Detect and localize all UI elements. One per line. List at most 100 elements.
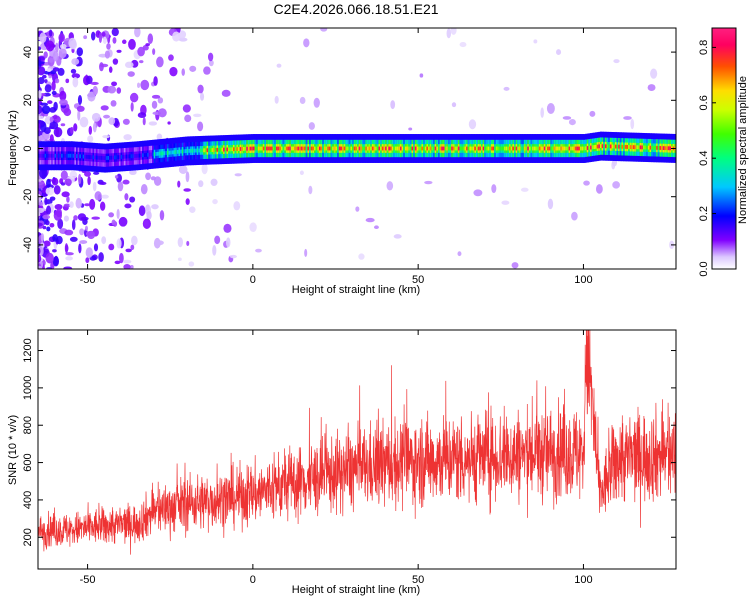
spectral-ridge-segment (634, 145, 637, 150)
colorbar-tick-label: 0.8 (698, 40, 710, 55)
spectral-noise-blob (45, 187, 55, 196)
spectral-noise-blob (42, 74, 47, 79)
spectral-ridge-segment (477, 146, 480, 151)
spectral-ridge-segment (552, 146, 555, 151)
spectral-ridge-segment (188, 148, 191, 153)
y-tick-label: 40 (22, 46, 34, 58)
spectral-noise-blob (45, 252, 54, 264)
spectral-noise-blob (79, 228, 85, 236)
spectral-noise-blob (69, 170, 78, 179)
spectral-ridge-segment (160, 151, 163, 156)
spectral-ridge-segment (586, 146, 589, 150)
spectral-noise-blob (77, 213, 87, 221)
spectral-noise-blob (177, 180, 181, 188)
spectral-noise-blob (59, 99, 68, 106)
spectral-ridge-segment (489, 146, 492, 151)
spectral-noise-blob (199, 92, 205, 101)
spectral-ridge-segment (461, 146, 464, 151)
spectral-ridge-segment (47, 153, 51, 158)
figure-title: C2E4.2026.066.18.51.E21 (273, 1, 438, 17)
spectral-ridge-segment (457, 146, 461, 151)
colorbar-label: Normalized spectral amplitude (737, 76, 749, 224)
spectral-ridge-segment (216, 147, 219, 152)
spectral-noise-blob (38, 181, 45, 186)
spectral-ridge-segment (269, 146, 272, 151)
spectral-ridge-segment (456, 146, 459, 151)
spectral-ridge-segment (90, 155, 94, 160)
spectral-ridge-segment (186, 148, 189, 153)
spectral-noise-blob (54, 42, 59, 54)
spectral-ridge-segment (120, 155, 123, 159)
spectral-ridge-segment (452, 146, 456, 151)
spectral-ridge-segment (624, 144, 627, 149)
snr-series-line (38, 330, 676, 555)
spectral-ridge-segment (176, 149, 180, 154)
spectral-ridge-segment (560, 146, 563, 151)
spectral-noise-blob (38, 184, 44, 189)
spectral-ridge-segment (590, 145, 593, 150)
spectral-noise-blob (116, 87, 122, 94)
spectral-noise-blob (77, 95, 83, 105)
spectral-ridge-segment (290, 146, 294, 151)
spectral-ridge-segment (85, 154, 89, 159)
spectral-noise-blob (150, 176, 156, 181)
spectral-noise-blob (144, 220, 149, 227)
spectral-noise-blob (86, 75, 93, 85)
spectral-ridge-segment (257, 146, 261, 151)
spectral-ridge-segment (523, 146, 527, 151)
spectral-noise-blob (63, 266, 73, 269)
spectral-ridge-segment (654, 145, 657, 150)
spectral-ridge-segment (550, 146, 553, 151)
spectral-ridge-segment (509, 146, 512, 151)
spectral-noise-blob (49, 57, 54, 63)
spectral-ridge-segment (97, 155, 100, 160)
spectral-ridge-segment (575, 146, 578, 151)
spectral-ridge-segment (171, 150, 175, 155)
spectral-ridge-segment (561, 146, 565, 151)
snr-x-label: Height of straight line (km) (292, 584, 420, 596)
spectral-ridge-segment (348, 146, 351, 151)
spectral-noise-blob (155, 240, 164, 246)
spectral-ridge-segment (520, 146, 523, 151)
y-tick-label: 600 (22, 453, 34, 471)
spectral-ridge-segment (540, 146, 543, 151)
spectral-noise-blob (169, 66, 178, 77)
spectral-ridge-segment (633, 145, 636, 150)
spectral-noise-blob (44, 197, 48, 206)
spectral-noise-blob (38, 89, 42, 99)
spectral-ridge-segment (360, 146, 363, 151)
x-tick-label: 50 (412, 574, 424, 586)
spectral-ridge-segment (441, 146, 444, 151)
spectral-ridge-segment (251, 146, 254, 151)
spectral-ridge-segment (242, 146, 246, 151)
spectral-ridge-segment (466, 146, 469, 151)
spectral-noise-blob (116, 208, 120, 220)
spectral-ridge-segment (94, 155, 97, 160)
spectral-ridge-segment (105, 156, 108, 160)
spectral-noise-blob (59, 90, 67, 101)
spectral-ridge-segment (274, 146, 277, 151)
spectral-ridge-segment (87, 155, 90, 159)
spectral-ridge-segment (231, 147, 234, 152)
x-tick-label: 50 (412, 274, 424, 286)
spectral-ridge-segment (568, 146, 571, 151)
spectral-ridge-segment (375, 146, 378, 151)
spectral-ridge-segment (118, 155, 122, 159)
spectral-ridge-segment (611, 144, 614, 149)
spectral-ridge-segment (366, 146, 370, 151)
spectral-noise-blob (178, 37, 188, 42)
spectral-ridge-segment (492, 146, 495, 151)
spectral-noise-blob (223, 223, 232, 233)
spectral-noise-blob (451, 102, 457, 108)
spectral-ridge-segment (89, 155, 92, 159)
spectral-noise-blob (38, 201, 44, 206)
spectral-noise-blob (571, 211, 578, 221)
spectral-ridge-segment (659, 146, 662, 150)
spectral-noise-blob (390, 100, 396, 110)
y-tick-label: 1000 (22, 376, 34, 400)
spectral-ridge-segment (363, 146, 366, 151)
spectral-noise-blob (87, 135, 94, 143)
spectral-noise-blob (138, 60, 144, 64)
spectral-ridge-segment (619, 144, 623, 149)
spectral-ridge-segment (236, 147, 239, 152)
